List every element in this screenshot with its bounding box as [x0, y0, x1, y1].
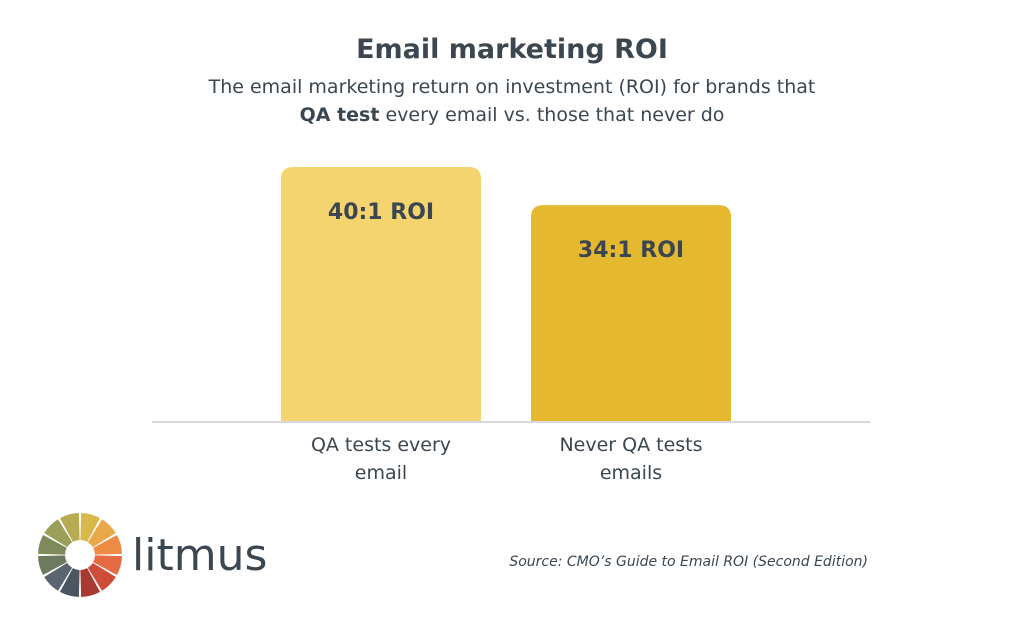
- logo-segment: [38, 534, 67, 555]
- x-tick-line: email: [355, 462, 407, 484]
- bar: [531, 205, 731, 421]
- subtitle-bold: QA test: [300, 104, 380, 126]
- value-label: 40:1 ROI: [328, 200, 434, 225]
- subtitle-rest: every email vs. those that never do: [385, 104, 724, 126]
- x-tick-line: emails: [600, 462, 662, 484]
- logo: [38, 513, 122, 597]
- chart-title: Email marketing ROI: [356, 34, 668, 65]
- value-label: 34:1 ROI: [578, 238, 684, 263]
- logo-segment: [80, 513, 101, 542]
- logo-segment: [59, 513, 80, 542]
- subtitle: QA test every email vs. those that never…: [300, 104, 725, 126]
- x-tick-label: QA tests every email: [311, 434, 451, 484]
- x-tick-label: Never QA tests emails: [559, 434, 702, 484]
- x-tick-line: Never QA tests: [559, 434, 702, 456]
- logo-segment: [87, 562, 116, 591]
- x-tick-line: QA tests every: [311, 434, 451, 456]
- logo-segment: [44, 562, 73, 591]
- logo-segment: [38, 555, 67, 576]
- brand: litmus: [132, 530, 267, 581]
- logo-segment: [87, 519, 116, 548]
- subtitle: The email marketing return on investment…: [208, 76, 816, 98]
- logo-segment: [93, 555, 122, 576]
- logo-segment: [44, 519, 73, 548]
- source: Source: CMO’s Guide to Email ROI (Second…: [509, 554, 868, 570]
- logo-segment: [93, 534, 122, 555]
- logo-segment: [80, 568, 101, 597]
- logo-segment: [59, 568, 80, 597]
- bar: [281, 167, 481, 421]
